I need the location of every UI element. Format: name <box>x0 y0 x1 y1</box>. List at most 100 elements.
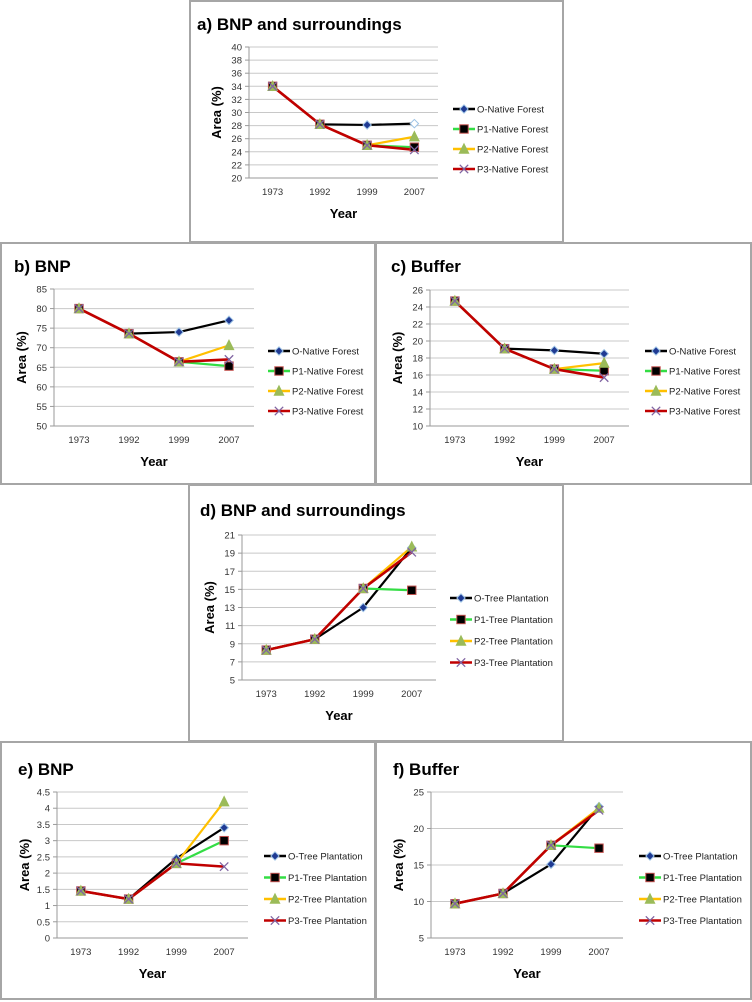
y-tick-label: 26 <box>412 286 423 297</box>
legend-swatch-marker <box>458 142 470 154</box>
series-2-markers <box>449 801 605 909</box>
legend-item: O-Native Forest <box>268 346 359 358</box>
x-tick-label: 1992 <box>118 947 139 958</box>
chart-a: a) BNP and surroundings 20 22 24 26 28 30 32 34 3… <box>197 15 549 221</box>
legend-label: P1-Native Forest <box>477 125 549 136</box>
data-point-stroke <box>224 354 234 365</box>
data-point <box>123 894 134 904</box>
data-point <box>224 354 234 365</box>
data-point <box>362 140 372 150</box>
legend-item: O-Native Forest <box>453 104 544 116</box>
data-point <box>223 339 235 351</box>
legend-item: P2-Native Forest <box>453 142 549 156</box>
series-line <box>454 807 600 905</box>
y-tick-label: 20 <box>231 174 242 185</box>
series-line <box>271 85 415 127</box>
y-axis-label: Area (%) <box>209 86 224 139</box>
legend-item: P3-Tree Plantation <box>264 915 367 927</box>
y-tick-label: 60 <box>36 382 47 393</box>
y-tick-label: 19 <box>224 549 235 560</box>
legend-item: P1-Native Forest <box>268 366 364 378</box>
legend-label: P1-Native Forest <box>669 367 741 378</box>
legend-swatch-marker <box>651 406 661 416</box>
legend-swatch-marker <box>456 593 466 603</box>
series-3-markers <box>76 858 229 904</box>
legend-label: P3-Tree Plantation <box>474 658 553 669</box>
y-axis-label: Area (%) <box>14 331 29 384</box>
legend-swatch-marker <box>650 384 662 396</box>
series-line <box>266 587 412 652</box>
legend-label: O-Native Forest <box>669 347 736 358</box>
y-axis-label: Area (%) <box>390 332 405 385</box>
x-tick-label: 1992 <box>494 435 515 446</box>
y-tick-label: 4 <box>45 804 50 815</box>
legend: O-Tree Plantation P1-Tree Plantation P2-Tr… <box>264 851 367 927</box>
legend-item: P3-Native Forest <box>453 164 549 176</box>
legend-label: P3-Native Forest <box>292 407 364 418</box>
x-tick-label: 2007 <box>218 435 239 446</box>
data-point-stroke <box>76 886 86 896</box>
legend-label: O-Tree Plantation <box>663 852 738 863</box>
data-point-stroke <box>267 81 278 91</box>
series-3 <box>80 862 225 901</box>
data-point <box>219 822 230 833</box>
x-axis-label: Year <box>325 708 352 723</box>
x-tick-label: 1999 <box>353 689 374 700</box>
data-point-stroke <box>362 140 372 150</box>
series-line <box>266 546 413 652</box>
y-tick-label: 20 <box>413 824 424 835</box>
x-axis-label: Year <box>516 454 543 469</box>
legend: O-Native Forest P1-Native Forest P2-Native… <box>268 346 364 418</box>
series-0-markers <box>75 822 230 904</box>
series-0 <box>271 85 415 127</box>
legend-label: P1-Tree Plantation <box>663 873 742 884</box>
series-2 <box>78 307 230 363</box>
data-point <box>407 585 417 595</box>
data-point <box>267 81 278 91</box>
data-point-stroke <box>599 372 609 383</box>
legend-label: P3-Native Forest <box>477 165 549 176</box>
legend-swatch-marker-stroke <box>645 915 655 926</box>
legend-swatch-marker-stroke <box>456 657 466 668</box>
legend-item: P2-Tree Plantation <box>639 892 742 906</box>
x-tick-label: 1973 <box>256 689 277 700</box>
x-tick-label: 2007 <box>214 947 235 958</box>
data-point <box>224 361 234 371</box>
series-3-markers <box>267 81 420 155</box>
y-tick-label: 75 <box>36 324 47 335</box>
y-tick-label: 21 <box>224 531 235 542</box>
data-point <box>450 296 460 306</box>
x-tick-label: 2007 <box>588 947 609 958</box>
chart-title: e) BNP <box>18 760 74 779</box>
legend-swatch-marker <box>270 851 280 861</box>
series-line <box>78 307 230 364</box>
y-tick-label: 2.5 <box>37 852 50 863</box>
y-tick-label: 85 <box>36 285 47 296</box>
y-tick-label: 5 <box>230 676 235 687</box>
y-tick-label: 12 <box>412 405 423 416</box>
series-line <box>265 551 413 652</box>
data-point-stroke <box>594 805 604 815</box>
data-point-stroke <box>171 858 182 869</box>
chart-title: a) BNP and surroundings <box>197 15 402 34</box>
y-axis-label: Area (%) <box>391 839 406 892</box>
data-point <box>409 145 420 155</box>
legend-swatch-marker <box>274 406 284 416</box>
data-point <box>594 843 604 853</box>
y-tick-label: 80 <box>36 304 47 315</box>
series-line <box>271 85 415 149</box>
legend-label: P2-Native Forest <box>669 387 741 398</box>
y-tick-label: 70 <box>36 343 47 354</box>
series-1 <box>78 307 230 368</box>
legend-item: P2-Native Forest <box>268 384 364 398</box>
y-tick-label: 10 <box>412 422 423 433</box>
data-point <box>362 120 373 130</box>
y-tick-label: 15 <box>413 861 424 872</box>
series-1 <box>271 85 415 149</box>
y-tick-label: 24 <box>412 303 423 314</box>
legend-item: P3-Tree Plantation <box>450 657 553 669</box>
series-3 <box>271 85 415 152</box>
legend-item: P1-Native Forest <box>453 124 549 136</box>
data-point <box>219 861 229 872</box>
y-tick-label: 24 <box>231 147 242 158</box>
